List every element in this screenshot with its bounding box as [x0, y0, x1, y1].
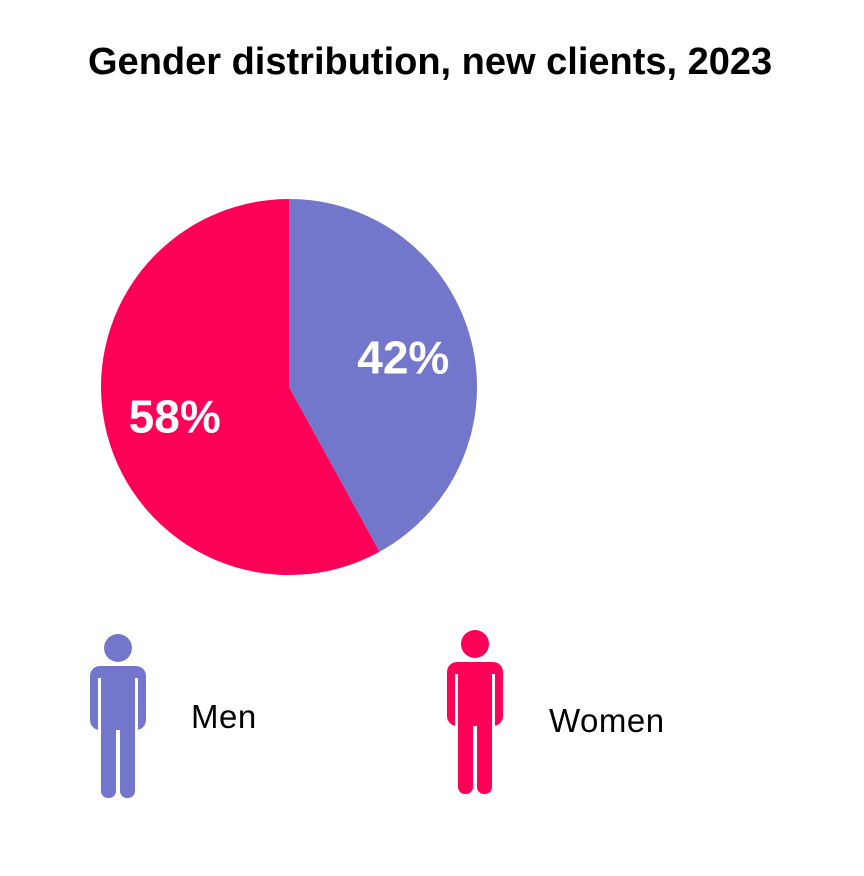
chart-title: Gender distribution, new clients, 2023	[88, 41, 773, 83]
woman-icon	[447, 630, 503, 796]
pie-slice-women	[100, 199, 380, 576]
man-icon	[90, 634, 146, 800]
legend-label-women: Women	[549, 702, 665, 739]
pie-slices	[100, 199, 477, 576]
legend-label-men: Men	[191, 698, 257, 735]
data-label-men: 42%	[357, 332, 449, 384]
pie-data-labels: 42% 58%	[129, 332, 450, 443]
pie-slice-men	[289, 199, 477, 552]
data-label-women: 58%	[129, 390, 221, 442]
